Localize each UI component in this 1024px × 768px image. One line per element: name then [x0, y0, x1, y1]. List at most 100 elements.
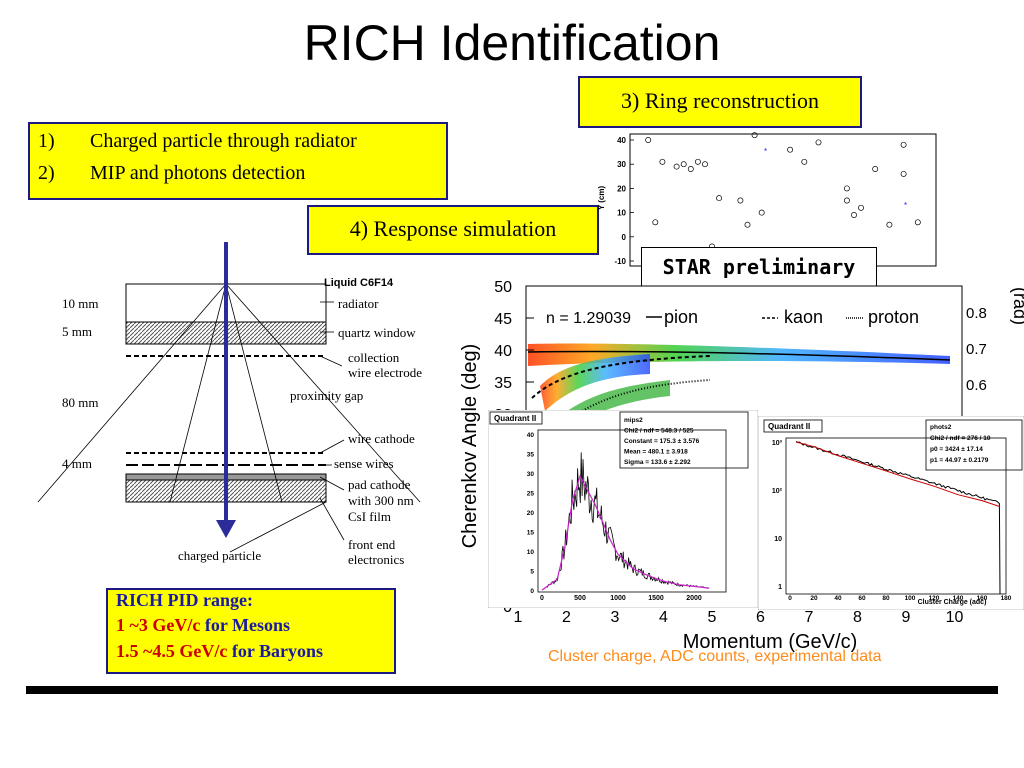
ring-hit-1: *: [764, 147, 767, 156]
ring-y-ticks: 40 30 20 10 0 -10: [614, 136, 634, 266]
ring-reconstruction-text: 3) Ring reconstruction: [621, 88, 819, 113]
inset2-stat-line: Chi2 / ndf = 276 / 10: [930, 435, 991, 442]
inset1-y-ticks: 40 35 30 25 20 15 10 5 0: [527, 432, 535, 595]
cherenkov-x-ticks: 1 2 3 4 5 6 7 8 9 10: [514, 609, 964, 626]
inset2-x-tick: 100: [905, 595, 916, 602]
label-proximity-gap: proximity gap: [290, 388, 364, 403]
ring-point: [843, 185, 850, 192]
inset2-y-ticks: 10³ 10² 10 1: [772, 440, 783, 591]
label-radiator: radiator: [338, 296, 379, 311]
cherenkov-y-tick: 35: [494, 375, 512, 392]
cherenkov-x-label: Momentum (GeV/c): [683, 631, 857, 653]
label-sense-wires: sense wires: [334, 456, 394, 471]
inset1-x-tick: 1000: [610, 595, 626, 602]
label-electronics: electronics: [348, 552, 405, 567]
ring-y-tick: 40: [617, 136, 626, 145]
ring-point: [815, 139, 822, 146]
label-wire-cathode: wire cathode: [348, 431, 415, 446]
inset2-y-tick: 10³: [772, 440, 783, 447]
ring-y-tick: 20: [617, 184, 626, 193]
inset1-fit-curve: [541, 474, 710, 591]
inset2-stats: phots2 Chi2 / ndf = 276 / 10 p0 = 3424 ± 1…: [930, 424, 991, 464]
inset2-y-tick: 10²: [772, 488, 783, 495]
legend-proton-label: proton: [868, 307, 919, 327]
cone-line-left: [37, 283, 227, 503]
step-2-number: 2): [38, 162, 55, 184]
inset2-x-tick: 180: [1001, 595, 1012, 602]
slide-title: RICH Identification: [303, 15, 721, 71]
inset2-x-tick: 0: [788, 595, 792, 602]
dim-10mm: 10 mm: [62, 296, 99, 311]
ring-points: [645, 132, 921, 250]
cherenkov-x-tick: 5: [708, 609, 717, 626]
cherenkov-x-tick: 1: [514, 609, 523, 626]
pid-meson-suffix: for Mesons: [200, 615, 291, 635]
inset2-x-tick: 40: [834, 595, 842, 602]
kaon-curve: [531, 355, 711, 399]
cherenkov-x-tick: 3: [611, 609, 620, 626]
pid-baryon-line: 1.5 ~4.5 GeV/c for Baryons: [116, 641, 323, 662]
inset1-x-tick: 2000: [686, 595, 702, 602]
ring-point: [673, 163, 680, 170]
ring-point: [914, 219, 921, 226]
ring-point: [843, 197, 850, 204]
cherenkov-y-label: Cherenkov Angle (deg): [459, 344, 481, 549]
label-charged-particle: charged particle: [178, 548, 262, 563]
inset1-stat-line: Constant = 175.3 ± 3.576: [624, 438, 700, 445]
step-1-text: Charged particle through radiator: [90, 130, 357, 152]
cherenkov-right-tick: 0.8: [966, 305, 987, 322]
ring-point: [751, 132, 758, 139]
response-simulation-box: 4) Response simulation: [307, 205, 599, 255]
ring-y-label: Y (cm): [597, 186, 606, 211]
ring-y-tick: 10: [617, 209, 626, 218]
cherenkov-x-tick: 2: [562, 609, 571, 626]
inset2-x-tick: 160: [977, 595, 988, 602]
pid-baryon-suffix: for Baryons: [227, 641, 324, 661]
inset2-x-tick: 120: [929, 595, 940, 602]
ring-point: [858, 204, 864, 211]
cherenkov-x-tick: 4: [659, 609, 668, 626]
ring-point: [702, 161, 708, 168]
ring-point: [900, 141, 907, 148]
inset2-title-box: [763, 419, 823, 433]
label-front-end: front end: [348, 537, 396, 552]
inset1-stat-line: Mean = 480.1 ± 3.918: [624, 449, 688, 456]
ring-point: [900, 170, 907, 177]
inset2-x-tick: 20: [810, 595, 818, 602]
inset1-y-tick: 35: [527, 452, 535, 459]
step-2-text: MIP and photons detection: [90, 162, 306, 184]
ring-point: [872, 166, 879, 172]
dim-5mm: 5 mm: [62, 324, 92, 339]
mips-histogram-inset: Quadrant II mips2 Chi2 / ndf = 548.3 / 52…: [488, 410, 758, 608]
ring-point: [687, 166, 694, 172]
inset1-stat-line: mips2: [624, 417, 643, 424]
cherenkov-x-tick: 10: [946, 609, 964, 626]
cherenkov-right-tick: 0.7: [966, 341, 987, 358]
proton-curve: [559, 379, 711, 427]
ring-point: [787, 146, 794, 153]
label-collection: collection: [348, 350, 400, 365]
cherenkov-right-label: (rad): [1010, 287, 1024, 325]
inset1-y-tick: 10: [527, 549, 535, 556]
ring-point: [680, 161, 687, 168]
cherenkov-x-tick: 9: [902, 609, 911, 626]
inset2-x-tick: 140: [953, 595, 964, 602]
label-csi-film: CsI film: [348, 509, 391, 524]
cone-line-inner-left: [169, 283, 227, 503]
star-preliminary-text: STAR preliminary: [662, 255, 856, 279]
inset2-fit-curve: [795, 441, 1001, 508]
ring-plot-frame: [629, 133, 937, 267]
label-quartz-window: quartz window: [338, 325, 416, 340]
inset1-x-tick: 0: [540, 595, 544, 602]
ring-hit-2: *: [904, 201, 907, 210]
inset1-y-tick: 0: [530, 588, 534, 595]
cone-line-inner-right: [225, 283, 283, 503]
inset2-title: Quadrant II: [768, 422, 810, 431]
cherenkov-right-tick: 0.6: [966, 377, 987, 394]
inset1-x-tick: 1500: [648, 595, 664, 602]
legend-pion-label: pion: [664, 307, 698, 327]
ring-point: [694, 158, 701, 165]
liquid-label: Liquid C6F14: [324, 277, 394, 289]
ring-y-tick: -10: [614, 257, 626, 266]
dim-80mm: 80 mm: [62, 395, 99, 410]
